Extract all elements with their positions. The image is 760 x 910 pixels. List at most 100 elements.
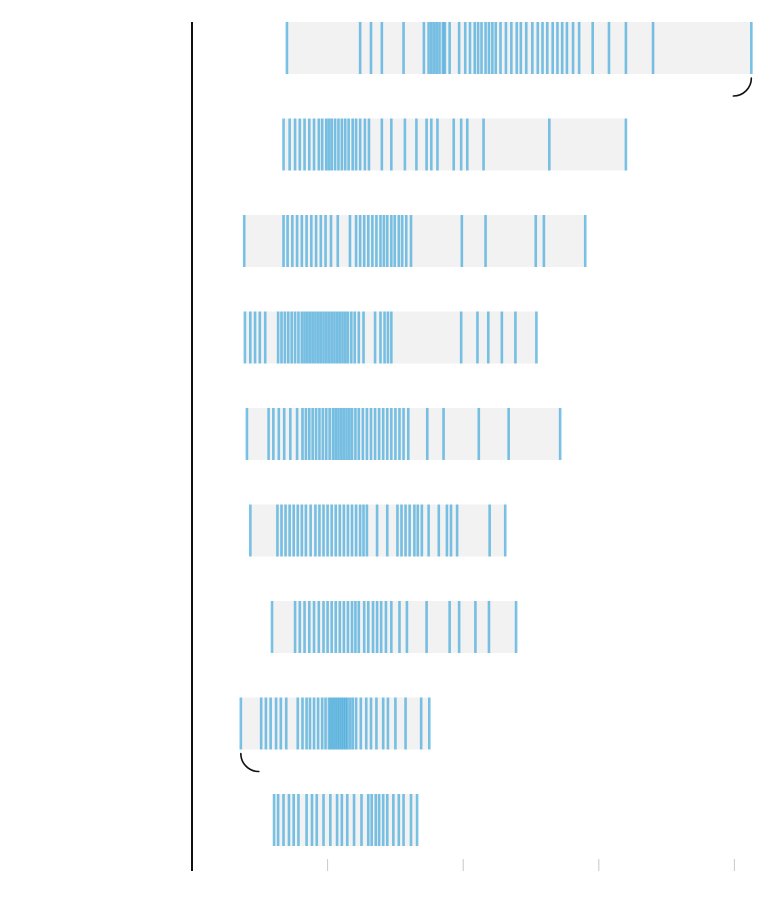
strip-tick-row-7-28 [448,601,451,653]
strip-tick-row-4-43 [500,311,504,364]
strip-tick-row-1-32 [536,22,540,74]
strip-tick-row-6-32 [416,504,420,557]
strip-tick-row-2-19 [354,118,358,171]
strip-tick-row-1-36 [556,22,559,74]
strip-tick-row-3-12 [329,215,333,267]
strip-tick-row-1-21 [484,22,487,74]
strip-band-row-1 [286,22,752,74]
mark-layer [239,22,753,846]
strip-tick-row-1-31 [531,22,534,74]
strip-tick-row-9-16 [360,794,363,846]
strip-tick-row-6-17 [338,504,342,557]
strip-tick-row-4-3 [253,311,257,364]
strip-tick-row-4-18 [314,311,317,364]
strip-tick-row-7-21 [375,601,379,653]
strip-tick-row-7-29 [457,601,461,653]
annotation-layer [240,77,753,773]
strip-tick-row-8-11 [308,697,312,750]
strip-tick-row-6-34 [427,504,430,557]
strip-tick-row-6-37 [449,504,453,557]
strip-tick-row-5-35 [394,408,397,460]
strip-tick-row-2-21 [363,118,367,171]
strip-tick-row-6-10 [309,504,312,557]
strip-tick-row-4-15 [305,311,309,364]
strip-tick-row-3-32 [534,215,538,267]
strip-tick-row-9-12 [335,794,339,846]
strip-tick-row-6-25 [375,504,379,557]
strip-tick-row-6-28 [400,504,403,557]
strip-tick-row-2-31 [459,118,463,171]
strip-tick-row-2-14 [337,118,340,171]
strip-tick-row-7-13 [342,601,346,653]
strip-tick-row-3-10 [319,215,323,267]
strip-tick-row-5-9 [304,408,308,460]
strip-tick-row-4-21 [322,311,325,364]
strip-tick-row-9-2 [276,794,280,846]
strip-tick-row-8-32 [375,697,378,750]
strip-tick-row-2-28 [430,118,433,171]
strip-tick-row-4-30 [346,311,350,364]
strip-tick-row-1-15 [457,22,461,74]
strip-tick-row-8-3 [264,697,268,750]
strip-tick-row-6-35 [437,504,441,557]
strip-tick-row-4-29 [343,311,347,364]
strip-tick-row-8-31 [369,697,373,750]
strip-tick-row-8-22 [339,697,343,750]
strip-tick-row-9-11 [329,794,332,846]
strip-tick-row-9-10 [322,794,325,846]
strip-tick-row-2-8 [317,118,321,171]
strip-tick-row-5-37 [402,408,405,460]
strip-tick-row-5-7 [295,408,299,460]
strip-tick-row-5-29 [369,408,373,460]
strip-tick-row-2-23 [380,118,384,171]
strip-tick-row-1-17 [468,22,472,74]
strip-tick-row-7-18 [362,601,366,653]
strip-tick-row-1-27 [510,22,513,74]
strip-tick-row-8-12 [312,697,316,750]
strip-tick-row-1-35 [551,22,554,74]
strip-tick-row-4-25 [333,311,336,364]
strip-tick-row-3-27 [400,215,404,267]
strip-tick-row-4-36 [379,311,382,364]
strip-tick-row-5-42 [507,408,510,460]
strip-tick-row-3-29 [409,215,413,267]
strip-tick-row-4-1 [243,311,247,364]
strip-tick-row-1-43 [624,22,628,74]
strip-tick-row-4-26 [335,311,339,364]
strip-tick-row-8-6 [279,697,283,750]
strip-tick-row-3-30 [460,215,464,267]
strip-tick-row-3-28 [404,215,408,267]
strip-tick-row-7-24 [390,601,393,653]
strip-tick-row-6-4 [284,504,287,557]
strip-tick-row-6-13 [322,504,325,557]
strip-tick-row-4-42 [486,311,490,364]
strip-tick-row-3-19 [371,215,374,267]
strip-tick-row-3-4 [291,215,294,267]
strip-tick-row-2-11 [327,118,331,171]
strip-tick-row-6-19 [346,504,350,557]
strip-tick-row-7-12 [338,601,342,653]
strip-tick-row-9-13 [340,794,344,846]
strip-tick-row-2-15 [340,118,344,171]
strip-tick-row-5-30 [373,408,377,460]
strip-tick-row-8-5 [274,697,278,750]
strip-tick-row-7-3 [298,601,302,653]
strip-tick-row-1-6 [422,22,426,74]
strip-tick-row-7-26 [405,601,409,653]
strip-tick-row-9-21 [381,794,385,846]
strip-tick-row-6-20 [350,504,354,557]
strip-tick-row-9-9 [315,794,319,846]
strip-tick-row-8-27 [351,697,354,750]
strip-tick-row-4-22 [324,311,328,364]
strip-tick-row-8-37 [419,697,423,750]
strip-tick-row-6-5 [288,504,291,557]
strip-tick-row-2-17 [347,118,350,171]
strip-tick-row-1-14 [448,22,451,74]
strip-tick-row-4-28 [341,311,344,364]
strip-tick-row-7-11 [334,601,338,653]
strip-tick-row-1-13 [443,22,447,74]
strip-tick-row-5-18 [334,408,338,460]
strip-tick-row-1-22 [487,22,491,74]
strip-tick-row-8-28 [354,697,358,750]
strip-tick-row-2-25 [403,118,407,171]
